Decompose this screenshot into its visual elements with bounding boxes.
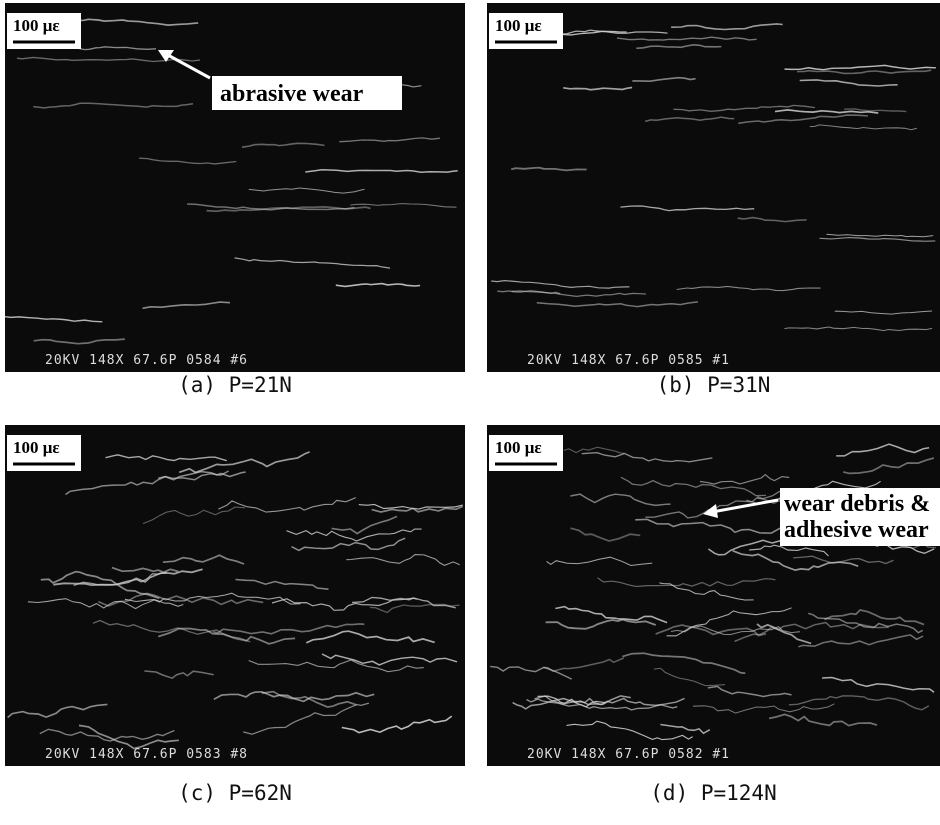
sem-panel: 100 με 20KV 148X 67.6P 0583 #8 bbox=[5, 425, 465, 766]
sem-image bbox=[487, 425, 940, 766]
figure: 100 με 20KV 148X 67.6P 0584 #6 abrasive we… bbox=[0, 0, 940, 825]
annotation: adhesive wear bbox=[784, 517, 929, 543]
scale-label: 100 με bbox=[13, 16, 60, 35]
sem-footer: 20KV 148X 67.6P 0585 #1 bbox=[527, 353, 730, 368]
scale-label: 100 με bbox=[495, 16, 542, 35]
sem-footer: 20KV 148X 67.6P 0584 #6 bbox=[45, 353, 248, 368]
sem-image bbox=[5, 3, 465, 372]
sem-image bbox=[487, 3, 940, 372]
annotation: abrasive wear bbox=[220, 81, 364, 107]
caption: (b) P=31N bbox=[657, 373, 771, 397]
sem-image bbox=[5, 425, 465, 766]
scale-label: 100 με bbox=[495, 438, 542, 457]
sem-footer: 20KV 148X 67.6P 0583 #8 bbox=[45, 747, 248, 762]
sem-panel: 100 με 20KV 148X 67.6P 0585 #1 bbox=[487, 3, 940, 372]
sem-panel: 100 με 20KV 148X 67.6P 0582 #1 wear debris… bbox=[487, 425, 940, 766]
sem-panel: 100 με 20KV 148X 67.6P 0584 #6 abrasive we… bbox=[5, 3, 465, 372]
caption: (d) P=124N bbox=[650, 781, 776, 805]
caption: (c) P=62N bbox=[178, 781, 292, 805]
caption: (a) P=21N bbox=[178, 373, 292, 397]
annotation: wear debris & bbox=[784, 491, 930, 517]
scale-label: 100 με bbox=[13, 438, 60, 457]
sem-footer: 20KV 148X 67.6P 0582 #1 bbox=[527, 747, 730, 762]
